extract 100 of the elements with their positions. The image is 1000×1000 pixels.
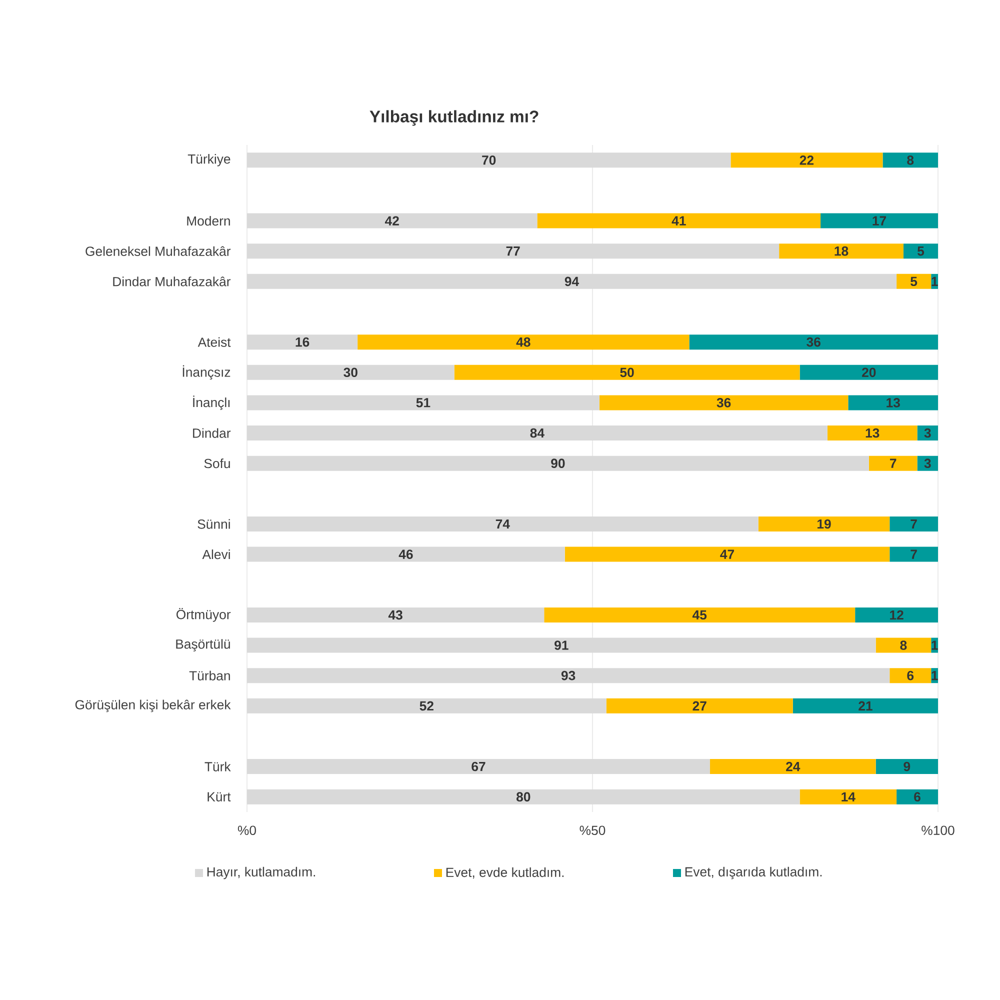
- data-label: 41: [672, 216, 686, 226]
- data-label: 8: [907, 155, 914, 165]
- data-label: 42: [384, 216, 399, 226]
- bar: [606, 698, 793, 714]
- data-label: 52: [420, 701, 434, 711]
- data-label: 7: [910, 519, 917, 529]
- data-label: 22: [800, 156, 814, 165]
- data-label: 48: [516, 337, 530, 347]
- bar: [710, 759, 876, 774]
- legend-label: Hayır, kutlamadım.: [207, 866, 315, 880]
- y-tick-label: Başörtülü: [176, 639, 230, 652]
- y-tick-label: Dindar Muhafazakâr: [113, 276, 231, 286]
- bar: [800, 789, 897, 804]
- bar: [730, 152, 883, 168]
- bar: [903, 244, 938, 259]
- data-label: 18: [834, 246, 848, 256]
- data-label: 6: [914, 792, 920, 802]
- bar: [890, 516, 938, 532]
- bar: [779, 244, 904, 259]
- y-tick-label: Türban: [189, 670, 230, 680]
- data-label: 45: [692, 610, 707, 620]
- data-label: 77: [506, 246, 520, 256]
- legend-label: Evet, dışarıda kutladım.: [685, 866, 822, 880]
- bar: [247, 638, 876, 653]
- bar: [758, 516, 890, 532]
- bar: [247, 668, 890, 684]
- x-tick-label: %50: [580, 826, 606, 836]
- bar: [454, 364, 800, 380]
- bar: [247, 789, 800, 804]
- data-label: 80: [516, 792, 530, 802]
- bar: [876, 638, 932, 653]
- y-tick-label: Türkiye: [188, 154, 230, 166]
- data-label: 5: [910, 276, 918, 286]
- bar: [247, 244, 780, 259]
- bar: [247, 213, 538, 228]
- bar: [827, 426, 918, 441]
- data-label: 1: [932, 640, 938, 650]
- bar: [855, 607, 938, 622]
- y-tick-label: Ateist: [198, 337, 231, 347]
- y-tick-label: Örtmüyor: [176, 608, 231, 622]
- data-label: 46: [398, 550, 413, 559]
- data-label: 1: [932, 671, 938, 680]
- data-label: 84: [530, 428, 544, 438]
- y-tick-label: Sofu: [204, 458, 230, 468]
- bar: [544, 607, 856, 622]
- y-tick-label: İnançlı: [193, 396, 230, 410]
- bar: [890, 668, 932, 684]
- bar: [247, 698, 606, 714]
- data-label: 5: [918, 246, 924, 256]
- bar: [820, 213, 938, 228]
- data-label: 24: [786, 762, 800, 772]
- y-tick-label: İnançsız: [182, 365, 230, 380]
- data-label: 7: [890, 458, 896, 468]
- bar: [564, 546, 890, 562]
- y-tick-label: Alevi: [202, 549, 230, 560]
- bar: [537, 213, 821, 228]
- bar: [247, 426, 828, 441]
- bar: [599, 395, 848, 410]
- data-label: 93: [561, 670, 576, 680]
- bar: [890, 546, 938, 562]
- bar: [876, 759, 938, 774]
- data-label: 43: [388, 610, 402, 620]
- bar: [896, 274, 932, 289]
- bar: [247, 546, 565, 562]
- data-label: 14: [842, 792, 856, 802]
- x-tick-label: %100: [922, 826, 954, 836]
- data-label: 1: [932, 276, 938, 286]
- y-tick-label: Geleneksel Muhafazakâr: [86, 246, 231, 256]
- bar: [247, 759, 710, 774]
- y-tick-label: Modern: [187, 216, 230, 226]
- chart-title: Yılbaşı kutladınız mı?: [370, 110, 538, 126]
- data-label: 50: [620, 368, 634, 378]
- data-label: 67: [472, 762, 486, 772]
- legend-label: Evet, evde kutladım.: [446, 867, 564, 879]
- data-label: 91: [554, 640, 568, 650]
- y-tick-label: Sünni: [198, 519, 230, 529]
- bar: [247, 456, 869, 471]
- bar: [247, 607, 544, 622]
- y-tick-label: Türk: [204, 762, 231, 772]
- data-label: 19: [818, 519, 831, 529]
- data-label: 13: [866, 428, 880, 438]
- x-tick-label: %0: [238, 826, 256, 836]
- bar: [800, 364, 938, 380]
- y-tick-label: Kürt: [208, 792, 231, 802]
- data-label: 90: [551, 458, 565, 468]
- bar: [247, 364, 454, 380]
- data-label: 17: [872, 216, 886, 226]
- data-label: 3: [924, 458, 931, 468]
- bar: [882, 152, 938, 168]
- data-label: 74: [496, 519, 510, 529]
- data-label: 8: [900, 640, 907, 650]
- data-label: 36: [716, 398, 731, 408]
- bar: [247, 274, 897, 289]
- data-label: 36: [806, 337, 820, 347]
- bar: [247, 395, 600, 410]
- data-label: 3: [924, 428, 931, 438]
- data-label: 30: [344, 368, 358, 378]
- data-label: 20: [862, 368, 876, 378]
- data-label: 27: [692, 701, 706, 710]
- bar: [896, 789, 938, 804]
